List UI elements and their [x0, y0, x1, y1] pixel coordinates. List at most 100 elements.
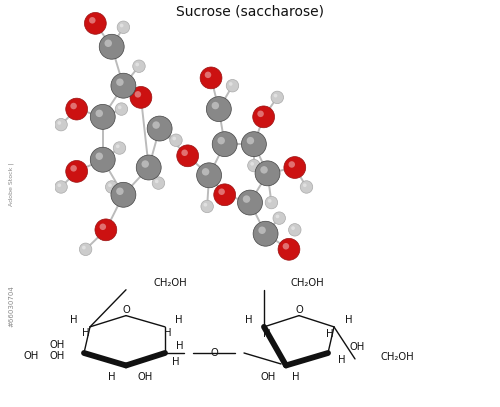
Circle shape [89, 17, 96, 24]
Circle shape [268, 199, 272, 203]
Circle shape [134, 91, 141, 98]
Text: OH: OH [349, 342, 364, 352]
Circle shape [206, 96, 232, 122]
Text: H: H [82, 328, 90, 338]
Circle shape [200, 67, 222, 89]
Circle shape [218, 188, 225, 195]
Text: O: O [295, 305, 303, 315]
Text: CH₂OH: CH₂OH [290, 278, 324, 288]
Circle shape [152, 177, 164, 189]
Circle shape [243, 195, 250, 203]
Circle shape [255, 161, 280, 186]
Circle shape [136, 155, 161, 180]
Circle shape [58, 121, 61, 125]
Text: H: H [176, 341, 184, 352]
Circle shape [218, 137, 225, 144]
Text: #66030704: #66030704 [8, 285, 14, 327]
Text: OH: OH [50, 340, 65, 350]
Circle shape [214, 184, 236, 206]
Text: H: H [292, 372, 300, 382]
Circle shape [177, 145, 199, 167]
Text: H: H [345, 315, 353, 325]
Circle shape [291, 226, 295, 230]
Circle shape [147, 116, 172, 141]
Circle shape [172, 137, 176, 140]
Circle shape [104, 39, 112, 47]
Circle shape [253, 221, 278, 246]
Text: OH: OH [24, 351, 39, 361]
Circle shape [282, 243, 289, 249]
Text: H: H [326, 329, 334, 339]
Circle shape [111, 73, 136, 98]
Text: H: H [172, 357, 180, 367]
Text: H: H [164, 328, 171, 338]
Circle shape [136, 63, 139, 66]
Text: O: O [122, 305, 130, 315]
Text: OH: OH [261, 372, 276, 382]
Circle shape [55, 181, 68, 193]
Circle shape [82, 246, 86, 249]
Circle shape [202, 168, 209, 175]
Circle shape [96, 153, 103, 160]
Text: CH₂OH: CH₂OH [154, 278, 187, 288]
Text: CH₂OH: CH₂OH [381, 352, 414, 363]
Circle shape [265, 196, 278, 209]
Circle shape [70, 103, 77, 109]
Circle shape [155, 179, 158, 183]
Circle shape [90, 147, 115, 172]
Circle shape [182, 149, 188, 156]
Circle shape [260, 166, 268, 174]
Text: H: H [108, 372, 116, 382]
Circle shape [170, 134, 182, 147]
Circle shape [271, 91, 283, 104]
Circle shape [212, 132, 237, 157]
Circle shape [66, 160, 88, 182]
Circle shape [96, 109, 103, 117]
Text: H: H [176, 315, 183, 325]
Text: H: H [263, 329, 270, 339]
Circle shape [116, 79, 124, 86]
Circle shape [258, 111, 264, 117]
Circle shape [95, 219, 117, 241]
Circle shape [130, 86, 152, 108]
Circle shape [80, 243, 92, 256]
Text: Sucrose (saccharose): Sucrose (saccharose) [176, 4, 324, 18]
Circle shape [116, 188, 124, 195]
Circle shape [246, 137, 254, 144]
Circle shape [273, 212, 285, 224]
Text: H: H [338, 355, 346, 365]
Circle shape [258, 227, 266, 234]
Circle shape [108, 184, 112, 187]
Circle shape [118, 105, 122, 109]
Circle shape [58, 184, 61, 187]
Circle shape [204, 72, 212, 78]
Circle shape [99, 34, 124, 59]
Circle shape [288, 223, 301, 236]
Circle shape [100, 223, 106, 230]
Circle shape [106, 181, 118, 193]
Circle shape [196, 163, 222, 188]
Circle shape [201, 200, 213, 213]
Circle shape [252, 106, 274, 128]
Circle shape [250, 162, 254, 166]
Circle shape [132, 60, 145, 72]
Circle shape [242, 132, 266, 157]
Text: OH: OH [138, 372, 152, 382]
Circle shape [117, 21, 130, 33]
Circle shape [84, 13, 106, 34]
Circle shape [120, 24, 124, 27]
Circle shape [116, 144, 119, 148]
Circle shape [288, 161, 295, 168]
Circle shape [152, 121, 160, 129]
Circle shape [274, 94, 278, 98]
Circle shape [303, 184, 306, 187]
Circle shape [70, 165, 77, 172]
Circle shape [66, 98, 88, 120]
Circle shape [90, 105, 115, 129]
Text: OH: OH [50, 351, 65, 361]
Circle shape [115, 103, 128, 115]
Circle shape [229, 82, 232, 86]
Circle shape [212, 102, 219, 109]
Circle shape [204, 203, 208, 207]
Circle shape [276, 214, 280, 218]
